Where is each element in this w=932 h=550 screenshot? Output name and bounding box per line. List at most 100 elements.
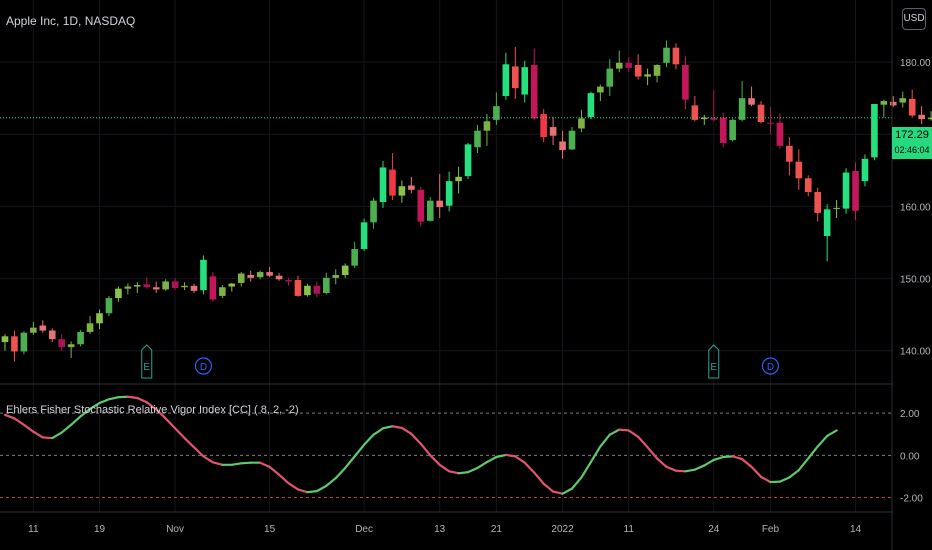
dividend-marker-shape[interactable] [761, 357, 780, 375]
candle [86, 316, 94, 335]
candle [464, 142, 472, 180]
indicator-segment [750, 465, 763, 478]
event-marker-label[interactable]: D [767, 362, 774, 373]
indicator-axis[interactable]: 2.00 0.00 -2.00 [900, 409, 923, 504]
candle-body [587, 93, 595, 117]
indicator-segment [533, 471, 545, 485]
indicator-segment [646, 446, 659, 460]
indicator-segment [268, 465, 281, 476]
indicator-segment [126, 395, 139, 400]
time-tick-label[interactable]: 19 [94, 524, 106, 535]
time-tick-label[interactable]: 15 [264, 524, 276, 535]
price-tick-label: 140.00 [900, 347, 931, 358]
candle [530, 48, 538, 120]
candle [11, 330, 18, 362]
candle-body [445, 181, 453, 206]
candle [304, 283, 311, 297]
event-marker[interactable]: E [141, 344, 153, 379]
candle-body [200, 259, 207, 291]
indicator-segment [315, 484, 328, 493]
candle-body [20, 332, 28, 352]
candle-body [606, 68, 614, 87]
indicator-segment [306, 490, 318, 494]
indicator-segment [448, 470, 460, 475]
indicator-segment [400, 426, 413, 435]
time-tick-label[interactable]: 2022 [551, 524, 574, 535]
time-tick-label[interactable]: 21 [491, 524, 503, 535]
indicator-segment [438, 463, 451, 473]
candle [313, 281, 321, 298]
candle [445, 171, 453, 212]
indicator-segment [419, 442, 432, 457]
candle-body [795, 161, 803, 179]
candle-body [625, 62, 632, 68]
candle [360, 218, 368, 252]
candle-body [247, 274, 254, 278]
indicator-segment [381, 425, 394, 430]
dividend-marker-shape[interactable] [194, 357, 213, 375]
candle [606, 59, 614, 97]
candle-body [767, 122, 774, 124]
indicator-segment [164, 417, 177, 430]
indicator-segment [202, 455, 214, 464]
indicator-segment [277, 473, 290, 485]
candle [615, 50, 623, 73]
time-tick-label[interactable]: Feb [762, 524, 780, 535]
candle-body [209, 276, 217, 300]
time-tick-label[interactable]: 11 [624, 524, 635, 535]
currency-button[interactable]: USD [902, 8, 926, 30]
price-tick-label: 160.00 [900, 202, 931, 213]
time-tick-label[interactable]: 11 [28, 524, 39, 535]
candle-body [228, 283, 236, 287]
candle-body [748, 98, 755, 105]
candle-body [48, 330, 56, 340]
candle [663, 40, 670, 68]
candle [455, 166, 462, 194]
indicator-segment [51, 431, 63, 440]
candle-body [852, 171, 859, 211]
price-tick-label: 180.00 [900, 58, 931, 69]
earnings-marker-shape[interactable] [708, 344, 720, 379]
time-tick-label[interactable]: Dec [355, 524, 373, 535]
time-tick-label[interactable]: 24 [708, 524, 720, 535]
candle-body [143, 284, 151, 288]
candle [152, 281, 160, 294]
time-tick-label[interactable]: Nov [166, 524, 184, 535]
candle [389, 153, 396, 200]
indicator-segment [211, 461, 224, 466]
time-axis[interactable]: 11 19 Nov 15 Dec 13 21 2022 11 24 Feb 14 [28, 524, 861, 535]
candle [880, 99, 888, 118]
candle-body [426, 200, 434, 221]
event-marker-label[interactable]: D [200, 362, 207, 373]
indicator-segment [485, 455, 498, 464]
candle [426, 197, 434, 222]
time-tick-label[interactable]: 14 [850, 524, 862, 535]
candle [502, 52, 510, 100]
event-marker[interactable]: D [761, 357, 780, 375]
earnings-marker-shape[interactable] [141, 344, 153, 379]
indicator-segment [504, 453, 517, 458]
indicator-segment [731, 455, 744, 461]
candle-body [890, 101, 897, 106]
indicator-segment [174, 427, 186, 440]
last-price-value: 172.29 [895, 129, 929, 141]
candle-body [436, 200, 443, 208]
indicator-segment [155, 408, 167, 420]
event-marker-label[interactable]: E [710, 362, 717, 373]
indicator-segment [32, 430, 44, 439]
event-marker[interactable]: E [708, 344, 720, 379]
candle-body [861, 158, 869, 182]
candle [597, 84, 604, 102]
event-marker-label[interactable]: E [143, 362, 150, 373]
candle [701, 114, 708, 125]
event-marker[interactable]: D [194, 357, 213, 375]
indicator-segment [325, 476, 337, 487]
time-tick-label[interactable]: 13 [434, 524, 446, 535]
candle-body [701, 117, 708, 120]
candle-body [871, 103, 878, 158]
indicator-segment [495, 453, 507, 459]
indicator-segment [703, 458, 715, 467]
